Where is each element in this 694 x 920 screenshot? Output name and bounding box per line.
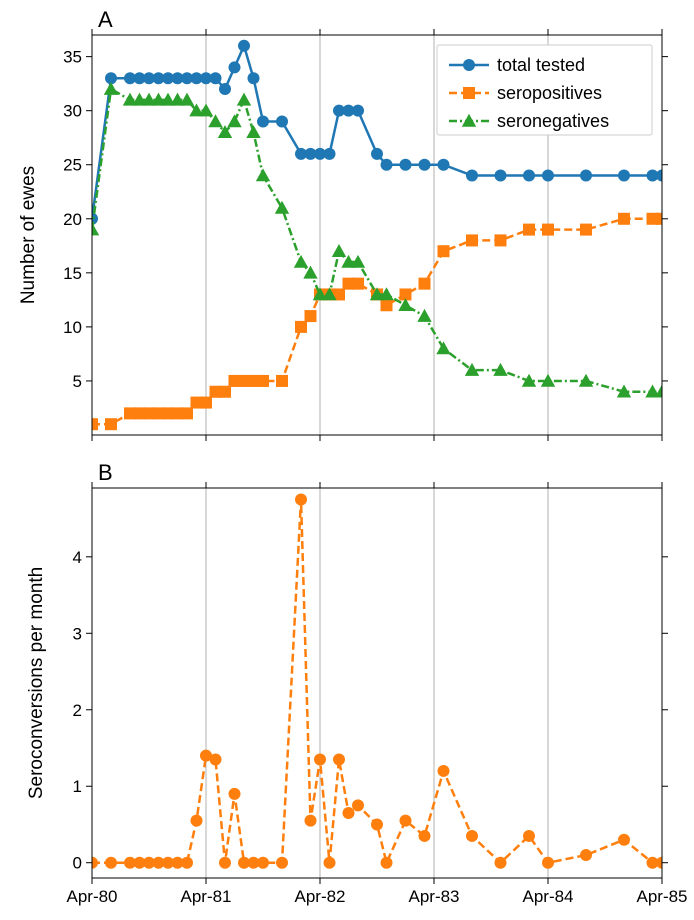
ytick-a: 30 — [63, 102, 82, 121]
xtick-label: Apr-82 — [294, 887, 345, 906]
legend-item-label: seropositives — [497, 83, 602, 103]
ytick-b: 0 — [73, 854, 82, 873]
ytick-a: 15 — [63, 264, 82, 283]
ytick-b: 1 — [73, 777, 82, 796]
xtick-label: Apr-84 — [522, 887, 573, 906]
ylabel-b: Seroconversions per month — [26, 567, 47, 799]
legend-item-label: seronegatives — [497, 111, 609, 131]
xtick-label: Apr-81 — [180, 887, 231, 906]
ytick-b: 4 — [73, 548, 82, 567]
xtick-label: Apr-85 — [636, 887, 687, 906]
ytick-a: 35 — [63, 48, 82, 67]
ylabel-a: Number of ewes — [18, 166, 39, 304]
ytick-b: 2 — [73, 701, 82, 720]
ytick-b: 3 — [73, 624, 82, 643]
panel-a-label: A — [98, 7, 113, 32]
panel-b: 0 1 2 3 4 Apr-80 Apr-81 Apr-82 Apr-83 Apr-84 Apr-8… — [26, 460, 688, 906]
panel-b-label: B — [98, 460, 113, 485]
legend-item-label: total tested — [497, 55, 585, 75]
ytick-a: 25 — [63, 156, 82, 175]
xtick-label: Apr-80 — [66, 887, 117, 906]
ytick-a: 5 — [73, 372, 82, 391]
xtick-label: Apr-83 — [408, 887, 459, 906]
ytick-a: 20 — [63, 210, 82, 229]
legend: total tested seropositives seronegatives — [437, 45, 652, 135]
panel-a: 5 10 15 20 25 30 35 Number of ewes Atotal tested… — [18, 7, 669, 441]
ytick-a: 10 — [63, 318, 82, 337]
